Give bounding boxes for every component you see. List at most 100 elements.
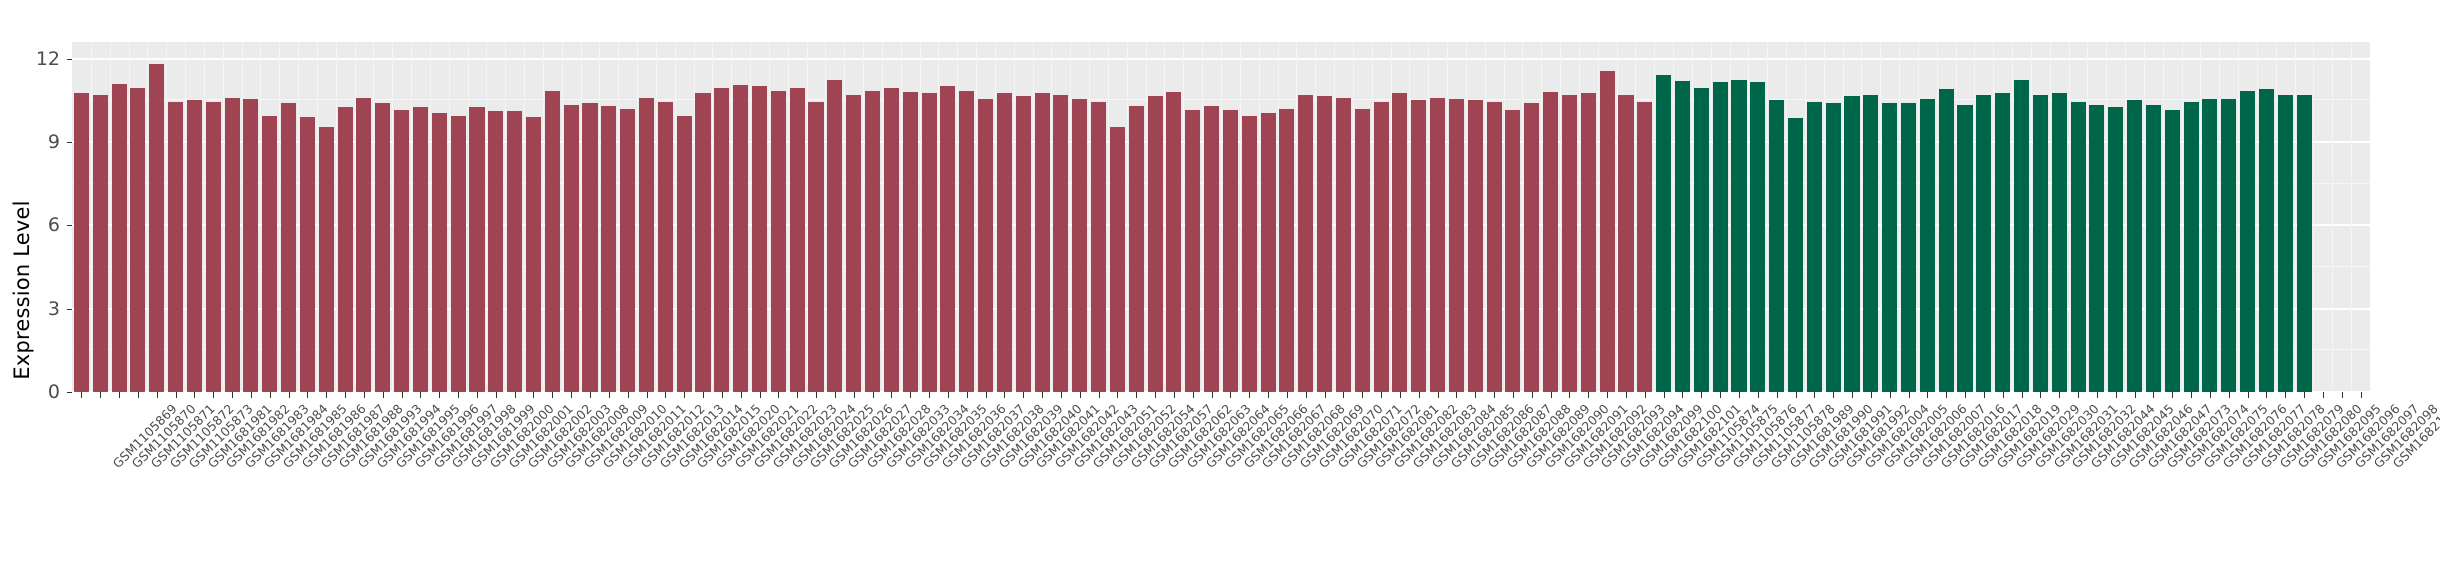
- gridline-vertical: [2332, 42, 2334, 392]
- x-axis-tick: [2247, 392, 2249, 398]
- x-axis-tick-label: GSM1681993: [354, 401, 425, 472]
- x-axis-tick-label: GSM1682016: [1937, 401, 2008, 472]
- gridline-vertical: [298, 42, 300, 392]
- bar: [940, 86, 956, 392]
- y-axis-tick: [67, 225, 72, 227]
- gridline-vertical: [2238, 42, 2240, 392]
- gridline-vertical: [467, 42, 469, 392]
- x-axis-tick-label: GSM1682038: [976, 401, 1047, 472]
- x-axis-tick: [2134, 392, 2136, 398]
- x-axis-tick: [1833, 392, 1835, 398]
- x-axis-tick-label: GSM1682080: [2295, 401, 2366, 472]
- x-axis-tick-label: GSM1682046: [2125, 401, 2196, 472]
- bar: [2183, 101, 2199, 392]
- x-axis-tick-label: GSM1682012: [637, 401, 708, 472]
- bar: [262, 115, 278, 392]
- gridline-vertical: [109, 42, 111, 392]
- x-axis-tick-label: GSM1105874: [1692, 401, 1763, 472]
- gridline-vertical: [1936, 42, 1938, 392]
- bar: [1995, 93, 2011, 392]
- x-axis-tick: [2002, 392, 2004, 398]
- gridline-vertical: [561, 42, 563, 392]
- x-axis-tick-label: GSM1682097: [2351, 401, 2422, 472]
- bar: [1938, 89, 1954, 392]
- bar: [1166, 92, 1182, 392]
- bar: [1279, 108, 1295, 392]
- x-axis-tick-label: GSM1682102: [2389, 401, 2440, 472]
- gridline-vertical: [900, 42, 902, 392]
- x-axis-tick: [232, 392, 234, 398]
- bar-series: [72, 42, 2370, 392]
- gridline-vertical: [2294, 42, 2296, 392]
- bar: [1637, 101, 1653, 392]
- x-axis-tick-label: GSM1682063: [1183, 401, 1254, 472]
- x-axis-tick: [1720, 392, 1722, 398]
- x-axis-tick-label: GSM1682067: [1259, 401, 1330, 472]
- x-axis-tick: [1776, 392, 1778, 398]
- x-axis-tick-label: GSM1682013: [656, 401, 727, 472]
- y-axis-tick-label: 0: [47, 381, 60, 403]
- x-axis-tick: [2360, 392, 2362, 398]
- gridline-vertical: [1597, 42, 1599, 392]
- x-axis-tick: [1381, 392, 1383, 398]
- bar: [864, 90, 881, 392]
- gridline-vertical: [260, 42, 262, 392]
- bar: [751, 86, 768, 392]
- x-axis-tick-label: GSM1682098: [2370, 401, 2440, 472]
- x-axis-tick: [288, 392, 290, 398]
- bar: [1882, 103, 1898, 392]
- x-axis-tick: [1343, 392, 1345, 398]
- y-axis-tick-label: 3: [47, 297, 60, 320]
- x-axis-tick-label: GSM1682021: [731, 401, 802, 472]
- x-axis-tick: [2021, 392, 2023, 398]
- gridline-vertical: [90, 42, 92, 392]
- gridline-vertical: [1748, 42, 1750, 392]
- x-axis-tick-label: GSM1682068: [1277, 401, 1348, 472]
- x-axis-tick-label: GSM1682099: [1635, 401, 1706, 472]
- gridline-vertical: [2351, 42, 2353, 392]
- x-axis-tick: [2172, 392, 2174, 398]
- x-axis-tick-label: GSM1682064: [1202, 401, 1273, 472]
- gridline-vertical: [486, 42, 488, 392]
- x-axis-tick-label: GSM1682052: [1108, 401, 1179, 472]
- x-axis-tick-label: GSM1682036: [938, 401, 1009, 472]
- x-axis-tick: [1889, 392, 1891, 398]
- bar: [2051, 93, 2067, 392]
- bar: [1618, 94, 1634, 392]
- bar: [1241, 115, 1257, 392]
- x-axis-tick-label: GSM1682031: [2050, 401, 2121, 472]
- x-axis-tick: [476, 392, 478, 398]
- gridline-vertical: [768, 42, 770, 392]
- gridline-vertical: [2313, 42, 2315, 392]
- bar: [2221, 98, 2237, 392]
- x-axis-tick-label: GSM1682018: [1974, 401, 2045, 472]
- x-axis-tick-label: GSM1681996: [411, 401, 482, 472]
- bar: [2277, 94, 2293, 392]
- x-axis-tick-label: GSM1682070: [1315, 401, 1386, 472]
- gridline-vertical: [1578, 42, 1580, 392]
- x-axis-tick-label: GSM1105873: [185, 401, 256, 472]
- bar: [356, 97, 372, 392]
- x-axis-tick: [1192, 392, 1194, 398]
- x-axis-tick: [1946, 392, 1948, 398]
- x-axis-tick: [1098, 392, 1100, 398]
- bar: [1222, 110, 1238, 392]
- bar: [1825, 103, 1841, 392]
- x-axis-tick: [2153, 392, 2155, 398]
- y-axis-title: Expression Level: [10, 200, 34, 380]
- gridline-vertical: [1804, 42, 1806, 392]
- x-axis-tick: [929, 392, 931, 398]
- x-axis-tick-label: GSM1682004: [1861, 401, 1932, 472]
- gridline-major: [72, 391, 2370, 393]
- bar: [1373, 101, 1389, 392]
- bar: [676, 115, 692, 392]
- gridline-vertical: [1767, 42, 1769, 392]
- x-axis-tick-label: GSM1105876: [1729, 401, 1800, 472]
- x-axis-tick-label: GSM1681982: [223, 401, 294, 472]
- x-axis-tick-label: GSM1682044: [2087, 401, 2158, 472]
- x-axis-tick-label: GSM1681992: [1842, 401, 1914, 472]
- gridline-vertical: [411, 42, 413, 392]
- x-axis-tick-label: GSM1682073: [2163, 401, 2234, 472]
- x-axis-tick-label: GSM1682043: [1070, 401, 1141, 472]
- y-axis-tick: [67, 308, 72, 310]
